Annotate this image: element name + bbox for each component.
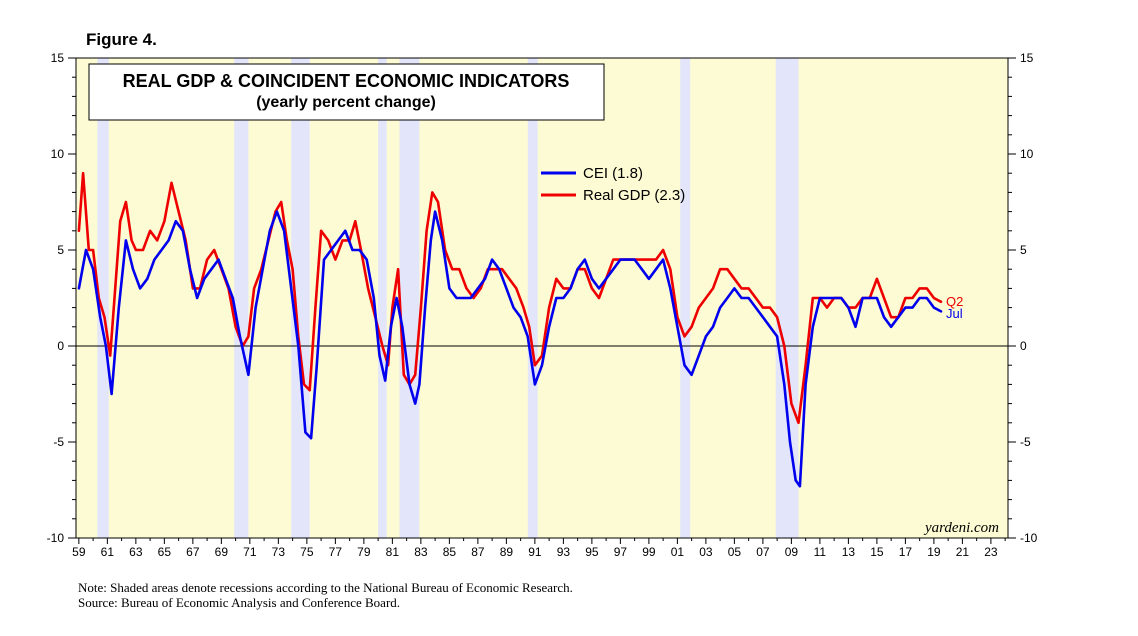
series-line-cei: [77, 210, 943, 488]
x-tick-label: 61: [101, 545, 115, 559]
x-tick-label: 99: [642, 545, 656, 559]
source-text: Source: Bureau of Economic Analysis and …: [78, 595, 401, 610]
x-tick-label: 09: [785, 545, 799, 559]
chart-title: REAL GDP & COINCIDENT ECONOMIC INDICATOR…: [123, 71, 570, 91]
x-tick-label: 75: [300, 545, 314, 559]
x-tick-label: 81: [386, 545, 400, 559]
watermark: yardeni.com: [923, 520, 999, 536]
x-tick-label: 97: [614, 545, 628, 559]
series-lines: [77, 171, 943, 488]
recession-band-0: [97, 58, 109, 538]
figure-label: Figure 4.: [86, 30, 157, 49]
y-tick-label-right: 0: [1020, 339, 1027, 353]
x-tick-label: 19: [927, 545, 941, 559]
y-tick-label-right: 15: [1020, 51, 1034, 65]
legend-label-gdp: Real GDP (2.3): [583, 187, 685, 204]
note-text: Note: Shaded areas denote recessions acc…: [78, 580, 573, 595]
x-tick-label: 23: [984, 545, 998, 559]
x-tick-label: 95: [585, 545, 599, 559]
recession-band-4: [399, 58, 420, 538]
title-box: REAL GDP & COINCIDENT ECONOMIC INDICATOR…: [88, 63, 605, 121]
y-tick-label-right: 10: [1020, 147, 1034, 161]
x-tick-label: 71: [243, 545, 257, 559]
x-tick-label: 07: [756, 545, 770, 559]
x-tick-label: 05: [728, 545, 742, 559]
x-tick-label: 63: [129, 545, 143, 559]
x-tick-label: 11: [814, 545, 827, 559]
y-tick-label-left: -10: [47, 531, 65, 545]
recession-band-7: [775, 58, 799, 538]
recession-shading: [97, 58, 799, 538]
y-tick-label-right: -5: [1020, 435, 1031, 449]
end-label-gdp: Q2: [946, 294, 963, 309]
legend: CEI (1.8) Real GDP (2.3): [541, 165, 685, 204]
y-tick-label-left: 5: [57, 243, 64, 257]
y-tick-label-right: 5: [1020, 243, 1027, 257]
x-tick-label: 67: [186, 545, 200, 559]
y-tick-label-left: 10: [51, 147, 65, 161]
x-tick-label: 69: [215, 545, 229, 559]
x-tick-label: 77: [329, 545, 343, 559]
x-tick-label: 91: [528, 545, 542, 559]
x-tick-label: 93: [557, 545, 571, 559]
x-tick-label: 79: [357, 545, 371, 559]
x-tick-label: 65: [158, 545, 172, 559]
x-tick-label: 59: [72, 545, 86, 559]
end-label-cei: Jul: [946, 306, 963, 321]
x-tick-label: 13: [842, 545, 856, 559]
x-tick-label: 83: [414, 545, 428, 559]
x-tick-label: 17: [899, 545, 913, 559]
y-tick-label-left: -5: [53, 435, 64, 449]
recession-band-6: [680, 58, 691, 538]
x-tick-label: 87: [471, 545, 485, 559]
recession-band-1: [234, 58, 249, 538]
x-tick-label: 21: [956, 545, 970, 559]
chart-subtitle: (yearly percent change): [256, 94, 436, 111]
x-tick-label: 73: [272, 545, 286, 559]
x-tick-label: 85: [443, 545, 457, 559]
x-tick-label: 03: [699, 545, 713, 559]
plot-frame: [75, 57, 1009, 539]
x-tick-label: 89: [500, 545, 514, 559]
legend-label-cei: CEI (1.8): [583, 165, 643, 182]
y-tick-label-left: 0: [57, 339, 64, 353]
x-tick-label: 01: [671, 545, 685, 559]
x-tick-label: 15: [870, 545, 884, 559]
y-tick-label-left: 15: [51, 51, 65, 65]
recession-band-5: [527, 58, 538, 538]
recession-band-3: [378, 58, 387, 538]
y-tick-label-right: -10: [1020, 531, 1038, 545]
